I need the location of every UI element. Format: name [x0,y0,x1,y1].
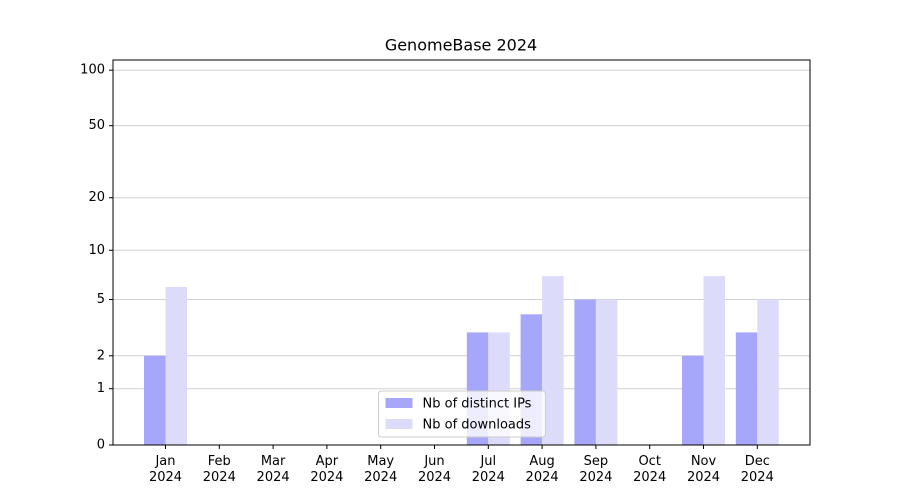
bar [144,355,166,445]
bar [703,276,725,445]
x-tick-label: Sep 2024 [579,454,612,485]
legend: Nb of distinct IPs Nb of downloads [378,390,546,438]
y-tick-label: 0 [97,438,105,453]
x-tick-label-line: 2024 [526,470,559,485]
x-tick-label-line: 2024 [257,470,290,485]
x-tick-label: May 2024 [364,454,397,485]
bar [574,299,596,445]
legend-label: Nb of downloads [423,418,532,433]
x-tick-label-line: 2024 [633,470,666,485]
x-tick-label: Jul 2024 [472,454,505,485]
x-tick-label-line: 2024 [579,470,612,485]
y-tick-label: 10 [88,243,105,258]
x-tick-label-line: 2024 [472,470,505,485]
y-tick-label: 20 [88,190,105,205]
x-tick-label-line: May [367,454,394,469]
bar [735,332,758,445]
legend-frame [378,390,546,438]
x-tick-label: Dec 2024 [741,454,774,485]
x-tick-label-line: Jan [154,454,175,469]
x-tick-label-line: 2024 [687,470,720,485]
x-tick-label-line: Jul [479,454,496,469]
x-tick-label-line: Apr [316,454,339,469]
x-tick-label: Feb 2024 [203,454,236,485]
y-tick-label: 1 [97,381,105,396]
bar [595,299,618,445]
x-tick-label-line: Nov [691,454,717,469]
plot-frame [112,59,811,446]
x-tick-label-line: Aug [529,454,554,469]
bar [165,286,187,445]
chart-title: GenomeBase 2024 [385,36,537,55]
x-tick-label-line: 2024 [310,470,343,485]
x-tick-label-line: Sep [584,454,609,469]
x-tick-label-line: 2024 [364,470,397,485]
y-tick-label: 50 [88,118,105,133]
bar [542,276,564,445]
x-tick-label: Oct 2024 [633,454,666,485]
x-tick-label-line: Mar [261,454,286,469]
x-tick-label: Mar 2024 [257,454,290,485]
x-tick-label-line: 2024 [741,470,774,485]
x-tick-label-line: Feb [208,454,231,469]
y-tick-label: 5 [97,292,105,307]
x-tick-label: Nov 2024 [687,454,720,485]
x-tick-label-line: Dec [745,454,770,469]
x-tick-label-line: 2024 [149,470,182,485]
x-tick-label-line: 2024 [203,470,236,485]
bar [757,299,779,445]
x-tick-label: Jun 2024 [418,454,451,485]
x-tick-label: Apr 2024 [310,454,343,485]
legend-swatch [385,398,413,408]
legend-swatch [385,419,413,429]
x-tick-label-line: 2024 [418,470,451,485]
y-tick-label: 100 [80,63,105,78]
x-tick-label: Jan 2024 [149,454,182,485]
x-tick-label-line: Jun [423,454,444,469]
x-tick-label-line: Oct [638,454,660,469]
legend-label: Nb of distinct IPs [423,397,532,412]
bar [682,355,704,445]
x-tick-label: Aug 2024 [526,454,559,485]
y-tick-label: 2 [97,348,105,363]
